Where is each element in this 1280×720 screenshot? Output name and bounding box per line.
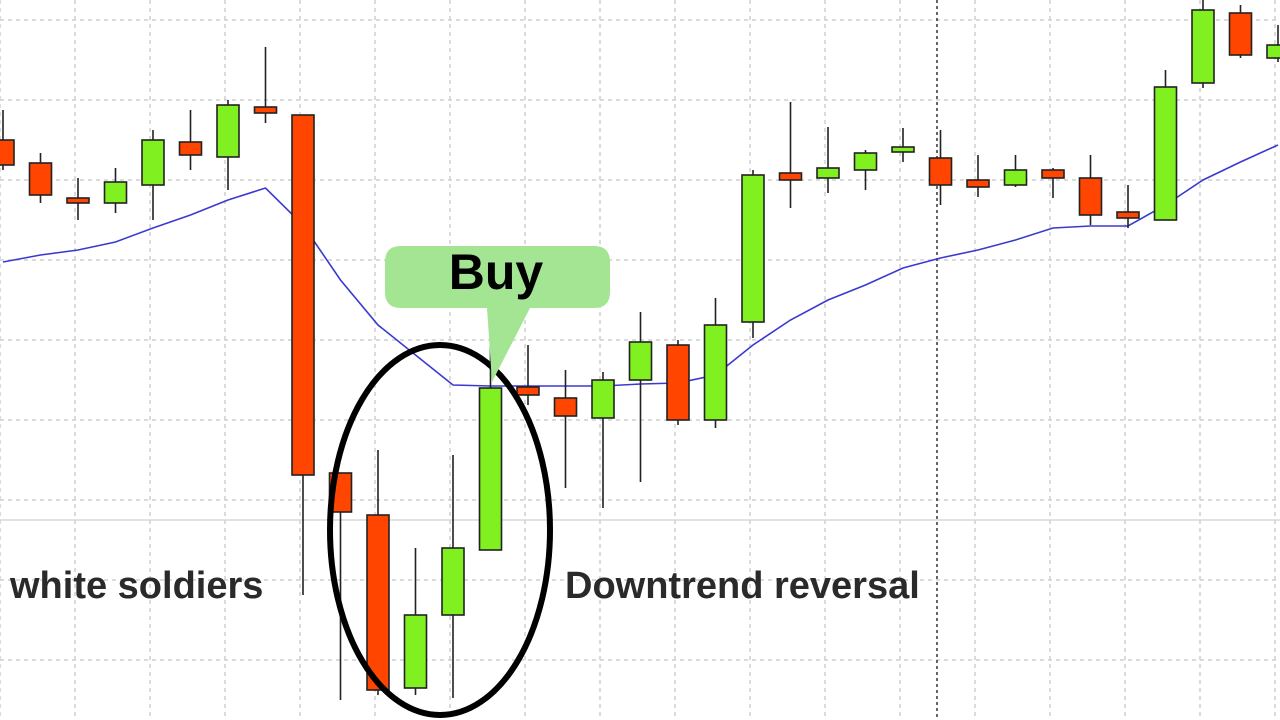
candle-body (1078, 177, 1103, 216)
candle-body (103, 181, 128, 204)
candle-body (628, 341, 653, 381)
candle-body (253, 106, 278, 114)
candle-body (1116, 211, 1140, 219)
candle-body (366, 514, 390, 691)
candle-body (703, 324, 728, 421)
candle-body (28, 162, 53, 196)
annotation: Downtrend reversal (565, 565, 920, 607)
buy-callout (385, 246, 610, 382)
candle-body (553, 397, 578, 417)
candle-body (66, 197, 90, 204)
candle-body (1228, 12, 1253, 56)
candle-body (816, 167, 840, 179)
candle-body (666, 344, 690, 421)
annotation: white soldiers (9, 565, 263, 607)
candle-body (853, 152, 878, 171)
buy-label: Buy (449, 244, 544, 300)
candle-body (966, 179, 990, 188)
candle-body (403, 614, 428, 689)
candle-body (441, 547, 465, 616)
candle-body (178, 141, 203, 156)
candle-body (591, 379, 615, 419)
candle-body (478, 387, 503, 551)
candle-body (891, 146, 915, 153)
candle-body (1191, 9, 1215, 84)
candle-body (216, 104, 240, 158)
candle-body (1003, 169, 1028, 186)
candle-body (741, 174, 765, 323)
highlight-ellipse (327, 342, 553, 718)
candle-body (778, 172, 803, 181)
candle-body (928, 157, 953, 186)
plot (0, 0, 1280, 700)
candle-body (291, 114, 315, 476)
candle-body (1153, 86, 1178, 221)
candle-body (1266, 44, 1280, 59)
candle-body (1041, 169, 1065, 179)
candle-body (0, 139, 15, 166)
candle-body (516, 386, 540, 396)
candle-body (141, 139, 165, 186)
